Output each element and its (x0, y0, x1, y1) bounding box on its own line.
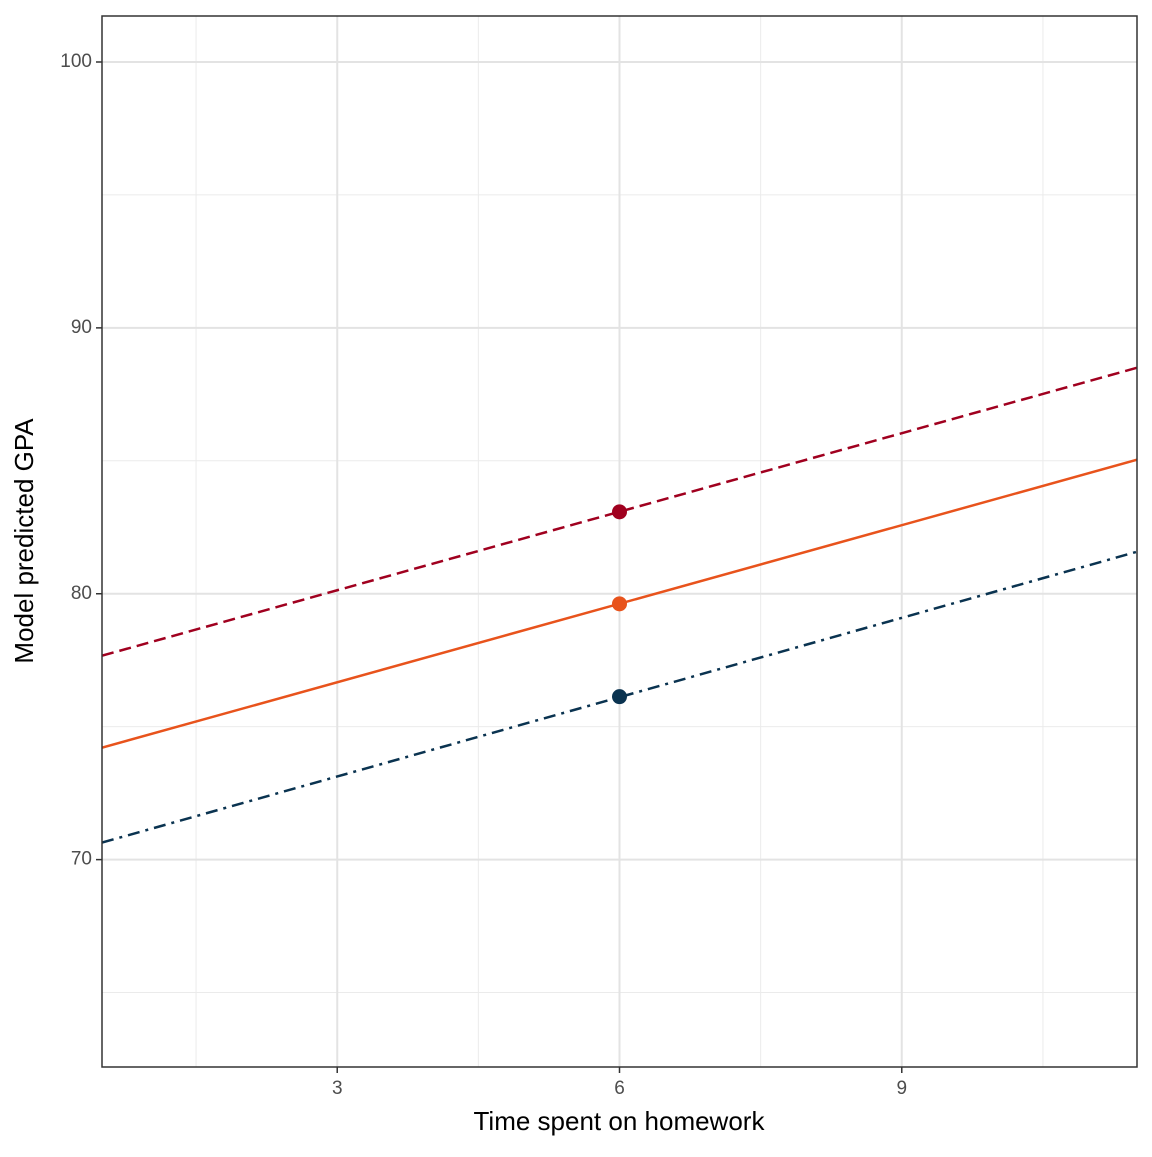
x-tick-label: 6 (614, 1078, 625, 1099)
y-tick-label: 70 (71, 849, 92, 870)
x-axis-title: Time spent on homework (474, 1106, 766, 1136)
y-axis-title: Model predicted GPA (9, 418, 39, 664)
y-tick-label: 100 (60, 51, 92, 72)
point (612, 596, 627, 612)
y-tick-label: 90 (71, 317, 92, 338)
point (612, 504, 627, 520)
x-tick-label: 9 (896, 1078, 907, 1099)
line (102, 550, 1137, 844)
plot-border (101, 15, 1138, 1068)
x-tick-label: 3 (332, 1078, 343, 1099)
y-tick-label: 80 (71, 583, 92, 604)
point (612, 689, 627, 705)
